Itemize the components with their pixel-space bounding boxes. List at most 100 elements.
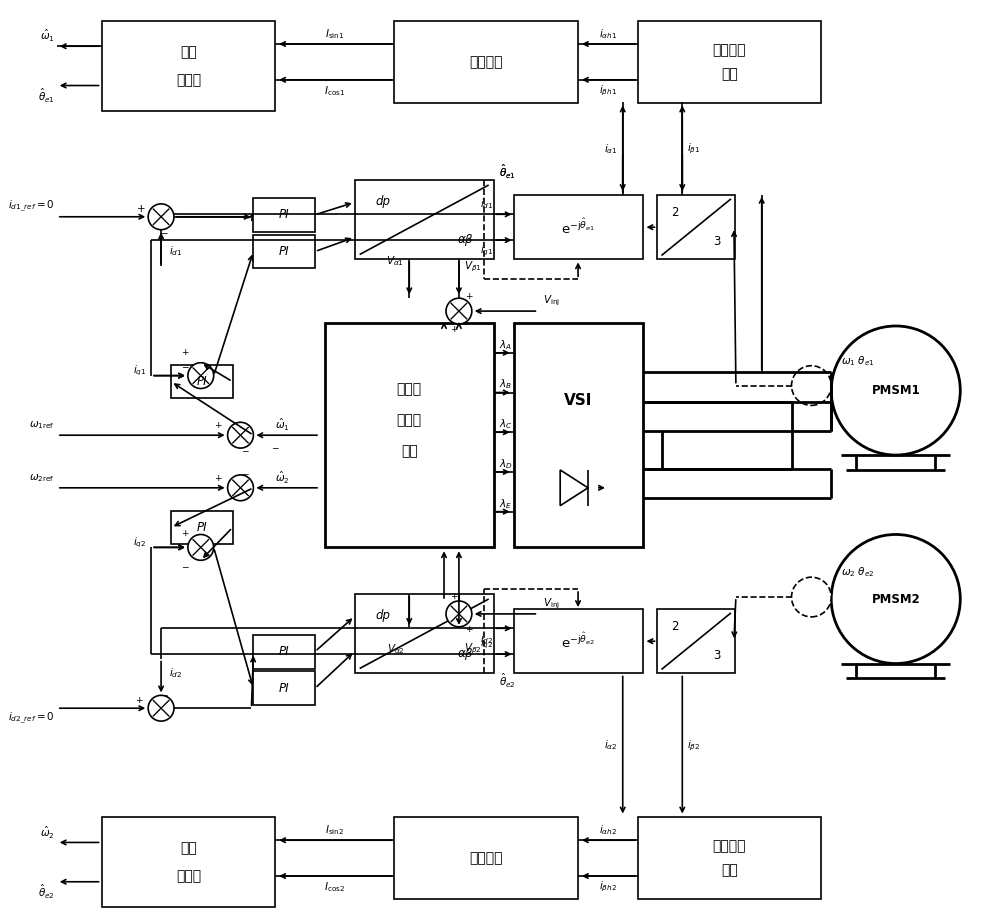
Bar bbox=[355, 594, 494, 674]
Text: PI: PI bbox=[279, 245, 289, 258]
Text: $i_{\alpha h1}$: $i_{\alpha h1}$ bbox=[599, 27, 617, 41]
Text: 2: 2 bbox=[672, 620, 679, 633]
Text: $I_{\rm cos2}$: $I_{\rm cos2}$ bbox=[324, 880, 345, 894]
Circle shape bbox=[792, 578, 831, 617]
Text: $\hat{\theta}_{e2}$: $\hat{\theta}_{e2}$ bbox=[38, 882, 55, 901]
Bar bbox=[657, 195, 735, 260]
Circle shape bbox=[446, 601, 472, 626]
Text: 提取: 提取 bbox=[721, 67, 738, 80]
Bar bbox=[253, 198, 315, 232]
Bar bbox=[638, 818, 821, 899]
Circle shape bbox=[831, 326, 960, 455]
Text: $V_{\rm inj}$: $V_{\rm inj}$ bbox=[543, 597, 560, 611]
Text: $\hat{\theta}_{e1}$: $\hat{\theta}_{e1}$ bbox=[499, 163, 516, 181]
Text: 3: 3 bbox=[713, 649, 721, 663]
Bar bbox=[394, 818, 578, 899]
Text: $i_{d1}$: $i_{d1}$ bbox=[169, 245, 182, 259]
Circle shape bbox=[148, 696, 174, 721]
Text: $V_{\rm inj}$: $V_{\rm inj}$ bbox=[543, 294, 560, 309]
Text: 2: 2 bbox=[672, 206, 679, 219]
Text: dp: dp bbox=[375, 195, 390, 209]
Text: $+$: $+$ bbox=[181, 346, 189, 357]
Text: $+$: $+$ bbox=[214, 420, 223, 431]
Text: $\lambda_B$: $\lambda_B$ bbox=[499, 378, 512, 392]
Text: $i_{q1}$: $i_{q1}$ bbox=[480, 244, 494, 258]
Text: PI: PI bbox=[196, 375, 207, 388]
Bar bbox=[171, 365, 233, 398]
Text: $V_{\beta 2}$: $V_{\beta 2}$ bbox=[464, 641, 481, 656]
Bar bbox=[514, 195, 643, 260]
Text: PMSM2: PMSM2 bbox=[871, 592, 920, 605]
Text: $+$: $+$ bbox=[214, 473, 223, 483]
Text: $-$: $-$ bbox=[271, 443, 280, 452]
Text: $\mathrm{e}^{-\mathrm{j}\hat{\theta}_{e2}}$: $\mathrm{e}^{-\mathrm{j}\hat{\theta}_{e2… bbox=[561, 631, 595, 651]
Text: 高频信号: 高频信号 bbox=[713, 43, 746, 57]
Text: 提取: 提取 bbox=[721, 863, 738, 877]
Text: 位置: 位置 bbox=[180, 45, 197, 59]
Text: $\hat{\theta}_{e2}$: $\hat{\theta}_{e2}$ bbox=[499, 673, 515, 690]
Text: $i_{d2\_ref}=0$: $i_{d2\_ref}=0$ bbox=[8, 711, 55, 725]
Text: $-$: $-$ bbox=[181, 361, 189, 371]
Circle shape bbox=[831, 534, 960, 663]
Text: VSI: VSI bbox=[564, 393, 592, 407]
Bar bbox=[355, 180, 494, 260]
Text: $V_{\beta 1}$: $V_{\beta 1}$ bbox=[464, 260, 482, 274]
Circle shape bbox=[188, 363, 214, 388]
Text: 观测器: 观测器 bbox=[176, 73, 201, 87]
Text: 包络提取: 包络提取 bbox=[469, 55, 503, 69]
Text: $\hat{\theta}_{e1}$: $\hat{\theta}_{e1}$ bbox=[38, 87, 55, 104]
Text: $+$: $+$ bbox=[465, 291, 473, 301]
Circle shape bbox=[228, 422, 253, 448]
Text: $i_{q2}$: $i_{q2}$ bbox=[133, 535, 146, 550]
Text: $i_{q1}$: $i_{q1}$ bbox=[133, 363, 146, 378]
Text: 位置: 位置 bbox=[180, 841, 197, 856]
Text: $\hat{\omega}_1$: $\hat{\omega}_1$ bbox=[40, 29, 55, 44]
Bar bbox=[102, 21, 275, 111]
Text: PI: PI bbox=[279, 645, 289, 658]
Text: $+$: $+$ bbox=[136, 203, 146, 214]
Bar bbox=[514, 609, 643, 674]
Circle shape bbox=[148, 204, 174, 230]
Text: 包络提取: 包络提取 bbox=[469, 851, 503, 865]
Text: PI: PI bbox=[196, 521, 207, 534]
Text: $\lambda_D$: $\lambda_D$ bbox=[499, 457, 512, 471]
Text: $-$: $-$ bbox=[241, 468, 250, 478]
Text: $i_{q2}$: $i_{q2}$ bbox=[480, 637, 494, 651]
Text: $\omega_{2\rm ref}$: $\omega_{2\rm ref}$ bbox=[29, 472, 55, 484]
Text: 五桥臂: 五桥臂 bbox=[397, 383, 422, 396]
Text: $+$: $+$ bbox=[450, 591, 458, 601]
Bar bbox=[102, 818, 275, 906]
Text: $+$: $+$ bbox=[135, 695, 144, 705]
Text: $i_{\alpha 2}$: $i_{\alpha 2}$ bbox=[604, 738, 618, 752]
Text: 校正: 校正 bbox=[401, 444, 418, 458]
Text: PI: PI bbox=[279, 208, 289, 221]
Text: $\omega_1\ \theta_{e1}$: $\omega_1\ \theta_{e1}$ bbox=[841, 354, 875, 368]
Text: $\alpha\beta$: $\alpha\beta$ bbox=[457, 232, 474, 248]
Text: $i_{d1}$: $i_{d1}$ bbox=[480, 198, 494, 212]
Text: $I_{\rm sin2}$: $I_{\rm sin2}$ bbox=[325, 823, 344, 837]
Bar bbox=[638, 21, 821, 103]
Bar bbox=[325, 323, 494, 547]
Bar bbox=[514, 323, 643, 547]
Text: $\lambda_C$: $\lambda_C$ bbox=[499, 418, 512, 432]
Text: $I_{\rm cos1}$: $I_{\rm cos1}$ bbox=[324, 84, 345, 98]
Text: 观测器: 观测器 bbox=[176, 869, 201, 883]
Text: $-$: $-$ bbox=[160, 688, 168, 698]
Text: $i_{d1\_ref}=0$: $i_{d1\_ref}=0$ bbox=[8, 200, 55, 214]
Text: $V_{\alpha 2}$: $V_{\alpha 2}$ bbox=[387, 642, 404, 655]
Text: 3: 3 bbox=[713, 235, 721, 249]
Bar bbox=[657, 609, 735, 674]
Text: $\alpha\beta$: $\alpha\beta$ bbox=[457, 646, 474, 662]
Text: dp: dp bbox=[375, 610, 390, 623]
Text: PMSM1: PMSM1 bbox=[871, 384, 920, 397]
Text: $-$: $-$ bbox=[181, 561, 189, 570]
Circle shape bbox=[188, 534, 214, 560]
Circle shape bbox=[446, 298, 472, 324]
Text: $i_{\beta 1}$: $i_{\beta 1}$ bbox=[687, 141, 701, 156]
Text: $\omega_2\ \theta_{e2}$: $\omega_2\ \theta_{e2}$ bbox=[841, 565, 875, 579]
Text: $i_{d2}$: $i_{d2}$ bbox=[480, 632, 494, 646]
Text: $-$: $-$ bbox=[241, 445, 250, 455]
Text: PI: PI bbox=[279, 682, 289, 695]
Text: $V_{\alpha 1}$: $V_{\alpha 1}$ bbox=[386, 254, 404, 268]
Circle shape bbox=[792, 366, 831, 406]
